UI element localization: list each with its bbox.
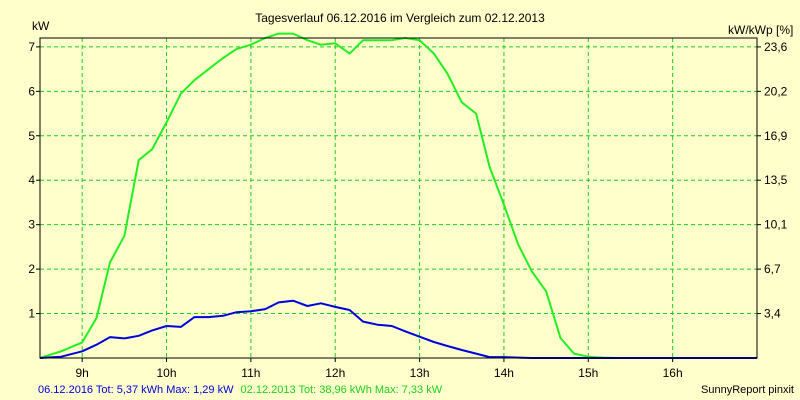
y-tick-label-right: 23,6 <box>764 40 788 54</box>
x-tick-label: 11h <box>241 366 260 380</box>
y-axis-label-left: kW <box>32 19 50 33</box>
y-tick-label-right: 3,4 <box>764 307 781 321</box>
x-tick-label: 9h <box>75 366 88 380</box>
y-tick-label-right: 16,9 <box>764 129 788 143</box>
y-tick-label-left: 6 <box>28 84 35 98</box>
y-ticks-left: 1 2 3 4 5 6 7 <box>28 40 40 321</box>
x-ticks: 9h 10h 11h 12h 13h 14h 15h 16h <box>75 358 683 380</box>
footer-blue-summary: 06.12.2016 Tot: 5,37 kWh Max: 1,29 kW <box>38 384 234 396</box>
chart-title: Tagesverlauf 06.12.2016 im Vergleich zum… <box>255 11 545 25</box>
x-tick-label: 12h <box>325 366 345 380</box>
y-axis-label-right: kW/kWp [%] <box>728 23 793 37</box>
x-tick-label: 14h <box>494 366 514 380</box>
y-ticks-right: 3,4 6,7 10,1 13,5 16,9 20,2 23,6 <box>757 40 788 321</box>
y-tick-label-left: 3 <box>28 218 35 232</box>
y-tick-label-right: 13,5 <box>764 173 788 187</box>
plot-frame <box>39 37 758 359</box>
x-tick-label: 15h <box>578 366 598 380</box>
footer-text: 06.12.2016 Tot: 5,37 kWh Max: 1,29 kW 02… <box>38 384 443 396</box>
x-tick-label: 16h <box>663 366 683 380</box>
y-tick-label-left: 4 <box>28 173 35 187</box>
gridlines <box>40 38 757 358</box>
footer-credit: SunnyReport pinxit <box>701 384 794 396</box>
y-tick-label-right: 6,7 <box>764 262 781 276</box>
y-tick-label-left: 7 <box>28 40 35 54</box>
y-tick-label-right: 10,1 <box>764 218 788 232</box>
x-tick-label: 10h <box>157 366 177 380</box>
y-tick-label-left: 5 <box>28 129 35 143</box>
x-tick-label: 13h <box>410 366 430 380</box>
footer-green-summary: 02.12.2013 Tot: 38,96 kWh Max: 7,33 kW <box>241 384 443 396</box>
y-tick-label-right: 20,2 <box>764 84 788 98</box>
y-tick-label-left: 1 <box>28 307 35 321</box>
y-tick-label-left: 2 <box>28 262 35 276</box>
